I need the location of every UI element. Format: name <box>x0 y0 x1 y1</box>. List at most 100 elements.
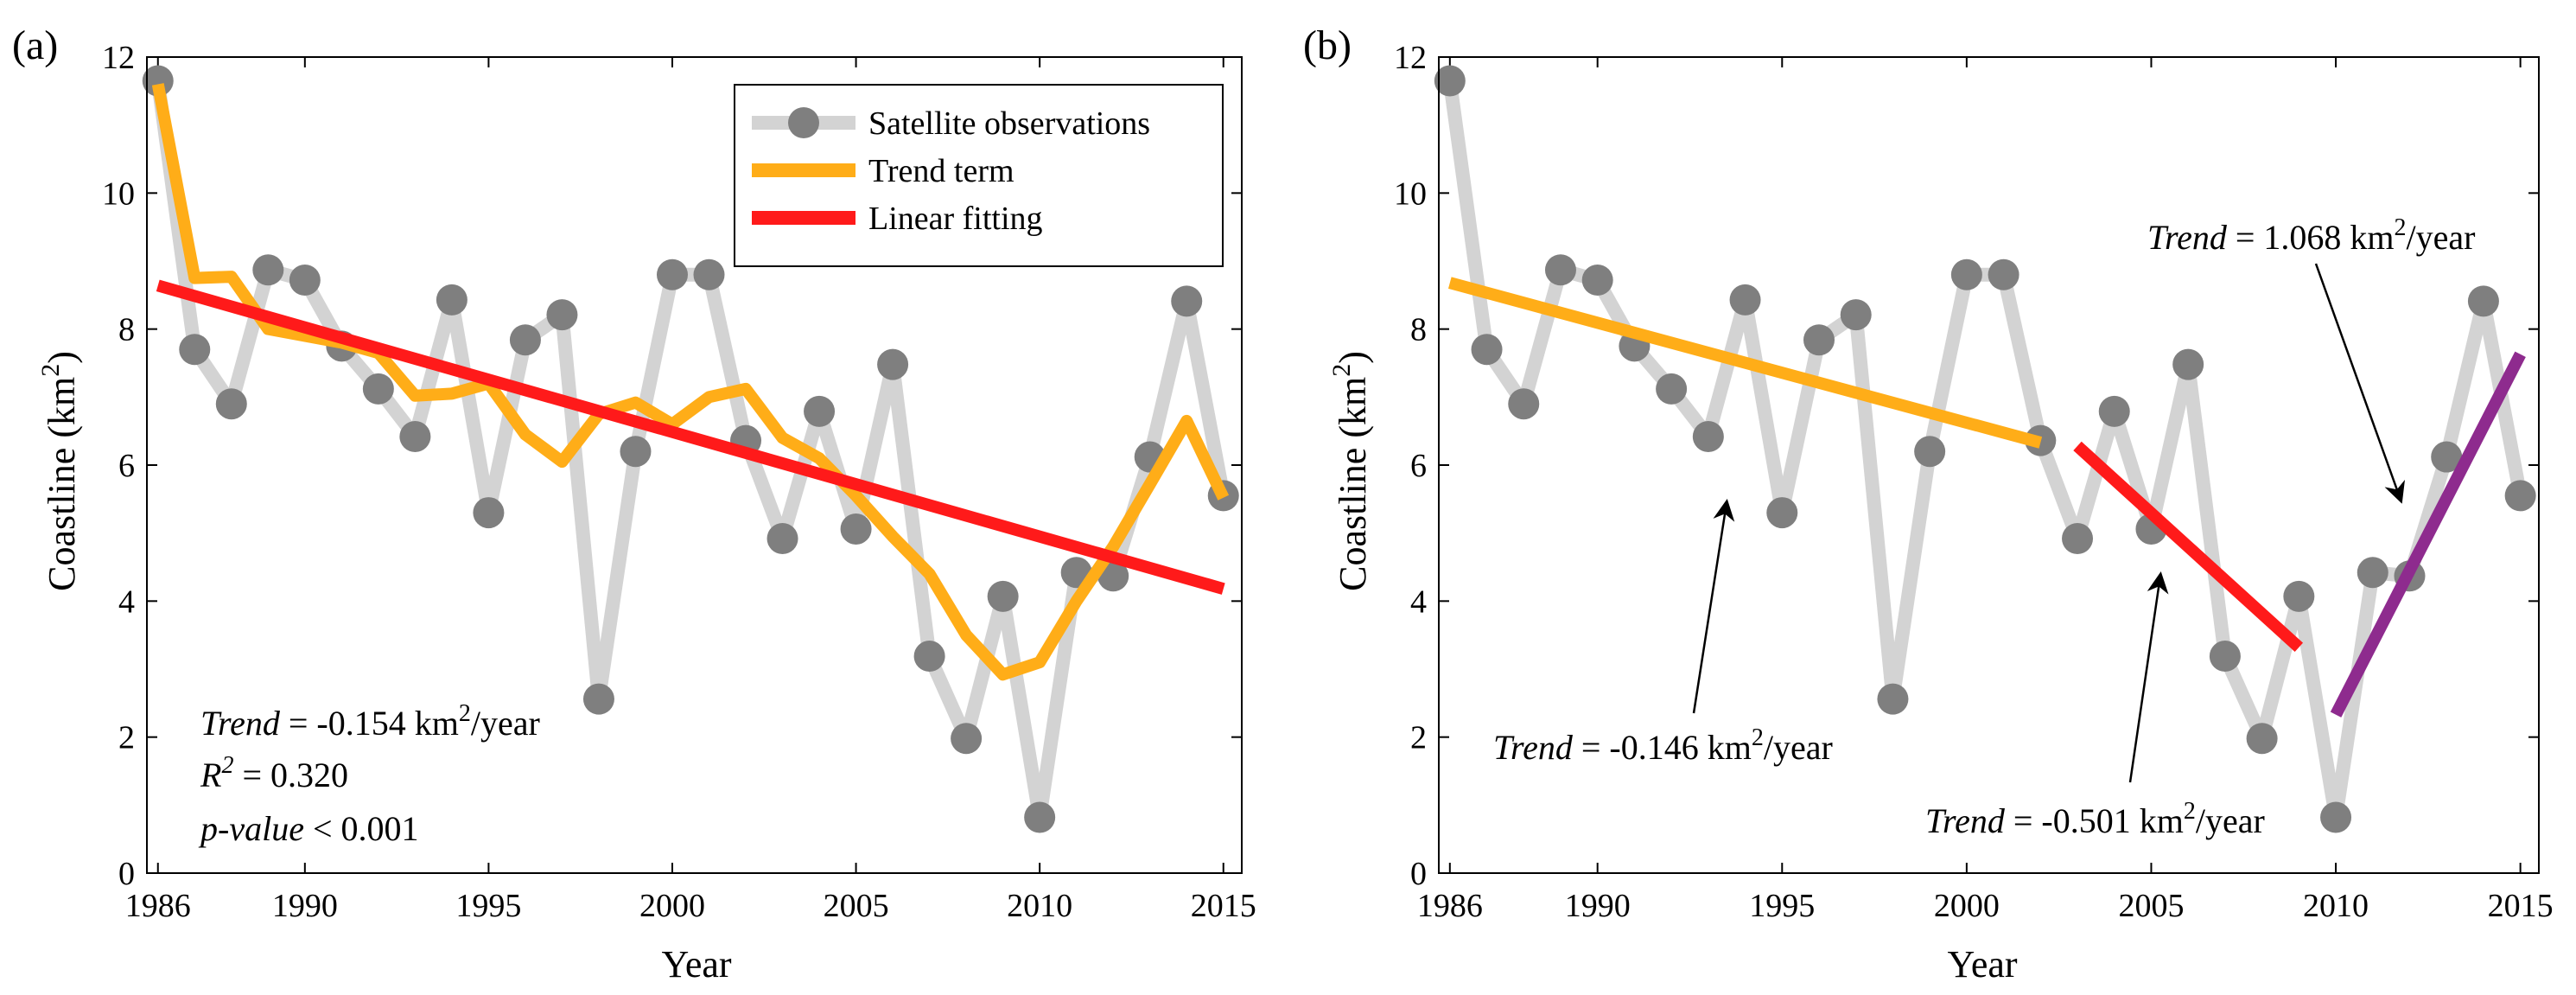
observation-point <box>840 513 872 545</box>
observation-point <box>1508 388 1540 420</box>
x-tick-label: 2010 <box>2303 888 2369 924</box>
x-tick-label: 1990 <box>1565 888 1631 924</box>
x-tick-label: 1990 <box>272 888 338 924</box>
observation-point <box>656 258 688 290</box>
y-tick-label: 2 <box>1410 720 1427 756</box>
y-tick-label: 6 <box>118 448 135 484</box>
x-tick-label: 1986 <box>125 888 191 924</box>
observation-point <box>1434 65 1466 97</box>
observation-point <box>252 254 284 286</box>
x-tick-label: 1995 <box>1749 888 1815 924</box>
observation-point <box>693 258 725 290</box>
x-tick-label: 2015 <box>1191 888 1256 924</box>
panel-b-label: (b) <box>1303 22 1352 68</box>
series-line-trend-2003-2009 <box>2073 441 2304 653</box>
legend-label-linear: Linear fitting <box>868 201 1043 237</box>
x-tick-label: 2005 <box>2118 888 2184 924</box>
observation-point <box>546 299 578 331</box>
observation-point <box>1914 436 1946 468</box>
legend-label-trend: Trend term <box>868 153 1014 189</box>
legend-marker-observations <box>788 107 819 138</box>
observation-point <box>2357 557 2388 589</box>
observation-point <box>987 580 1019 612</box>
y-tick-label: 12 <box>1394 40 1427 76</box>
y-tick-label: 12 <box>102 40 135 76</box>
series-line-trend-2010-2015 <box>2330 351 2526 718</box>
observation-point <box>2062 522 2094 554</box>
panel-b-xlabel: Year <box>1947 943 2017 985</box>
observation-point <box>766 522 798 554</box>
annotation-3-text: Trend = 1.068 km2/year <box>2147 214 2476 257</box>
observation-point <box>179 334 211 366</box>
x-tick-label: 2000 <box>639 888 705 924</box>
observation-point <box>1729 284 1761 316</box>
y-tick-label: 4 <box>118 584 135 620</box>
observation-point <box>362 373 394 405</box>
x-tick-label: 2015 <box>2488 888 2554 924</box>
observation-point <box>913 641 945 673</box>
annotation-2-text: Trend = -0.501 km2/year <box>1925 798 2265 840</box>
series-line-satellite-observations <box>1442 73 2528 825</box>
panel-a-r2-annotation: R2 = 0.320 <box>200 752 348 794</box>
observation-point <box>509 324 541 356</box>
panel-b-annotation-2: Trend = -0.501 km2/year <box>1925 571 2265 840</box>
panel-b-annotation-1: Trend = -0.146 km2/year <box>1493 499 1833 767</box>
observation-point <box>2467 285 2499 317</box>
panel-b-x-ticks: 1986 1990 1995 2000 2005 2010 2015 <box>1417 57 2554 924</box>
x-tick-label: 2000 <box>1934 888 2000 924</box>
observation-point <box>1988 258 2019 290</box>
y-tick-label: 0 <box>1410 856 1427 892</box>
panel-a-xlabel: Year <box>661 943 731 985</box>
x-tick-label: 2010 <box>1007 888 1072 924</box>
observation-point <box>1471 334 1503 366</box>
y-tick-label: 2 <box>118 720 135 756</box>
observation-point <box>1171 285 1203 317</box>
observation-point <box>2431 441 2463 473</box>
x-tick-label: 2005 <box>824 888 889 924</box>
y-tick-label: 10 <box>102 175 135 212</box>
observation-point <box>1692 420 1724 452</box>
observation-point <box>1766 497 1798 529</box>
observation-point <box>1581 265 1613 297</box>
observation-point <box>2283 580 2315 612</box>
observation-point <box>289 265 321 297</box>
observation-point <box>436 284 467 316</box>
observation-point <box>1877 683 1909 715</box>
y-tick-label: 0 <box>118 856 135 892</box>
observation-point <box>1803 324 1835 356</box>
annotation-3-arrow <box>2314 263 2406 504</box>
panel-a-trend-annotation: Trend = -0.154 km2/year <box>200 700 540 743</box>
panel-b-annotation-3: Trend = 1.068 km2/year <box>2147 214 2476 504</box>
y-tick-label: 8 <box>118 312 135 348</box>
panel-a-ylabel: Coastline (km2) <box>36 351 83 591</box>
panel-a-x-ticks: 1986 1990 1995 2000 2005 2010 2015 <box>125 57 1256 924</box>
observation-point <box>142 65 174 97</box>
observation-point <box>2172 348 2204 380</box>
observation-point <box>1024 801 1056 833</box>
observation-point <box>2320 801 2352 833</box>
series-line-trend-1986-2002 <box>1447 277 2043 449</box>
panel-a: (a) Coastline (km2) Year 0 2 4 6 8 10 12 1986 1… <box>12 22 1256 985</box>
x-tick-label: 1986 <box>1417 888 1483 924</box>
observation-point <box>2504 480 2536 512</box>
observation-point <box>2098 395 2130 427</box>
panel-a-pvalue-annotation: p-value < 0.001 <box>198 809 419 848</box>
observation-point <box>1950 258 1982 290</box>
panel-a-axes-box <box>146 56 1243 874</box>
observation-point <box>1840 299 1872 331</box>
panel-a-label: (a) <box>12 22 58 68</box>
observation-point <box>620 436 652 468</box>
panel-a-y-ticks: 0 2 4 6 8 10 12 <box>102 40 1242 892</box>
annotation-2-arrow <box>2128 571 2169 783</box>
observation-point <box>2246 723 2278 755</box>
series-line-linear-fitting <box>156 279 1225 595</box>
y-tick-label: 10 <box>1394 175 1427 212</box>
observation-point <box>582 683 614 715</box>
panel-b-series <box>1434 65 2536 833</box>
observation-point <box>215 388 247 420</box>
observation-point <box>399 420 431 452</box>
panel-a-stats: Trend = -0.154 km2/year R2 = 0.320 p-val… <box>198 700 540 848</box>
y-tick-label: 4 <box>1410 584 1427 620</box>
